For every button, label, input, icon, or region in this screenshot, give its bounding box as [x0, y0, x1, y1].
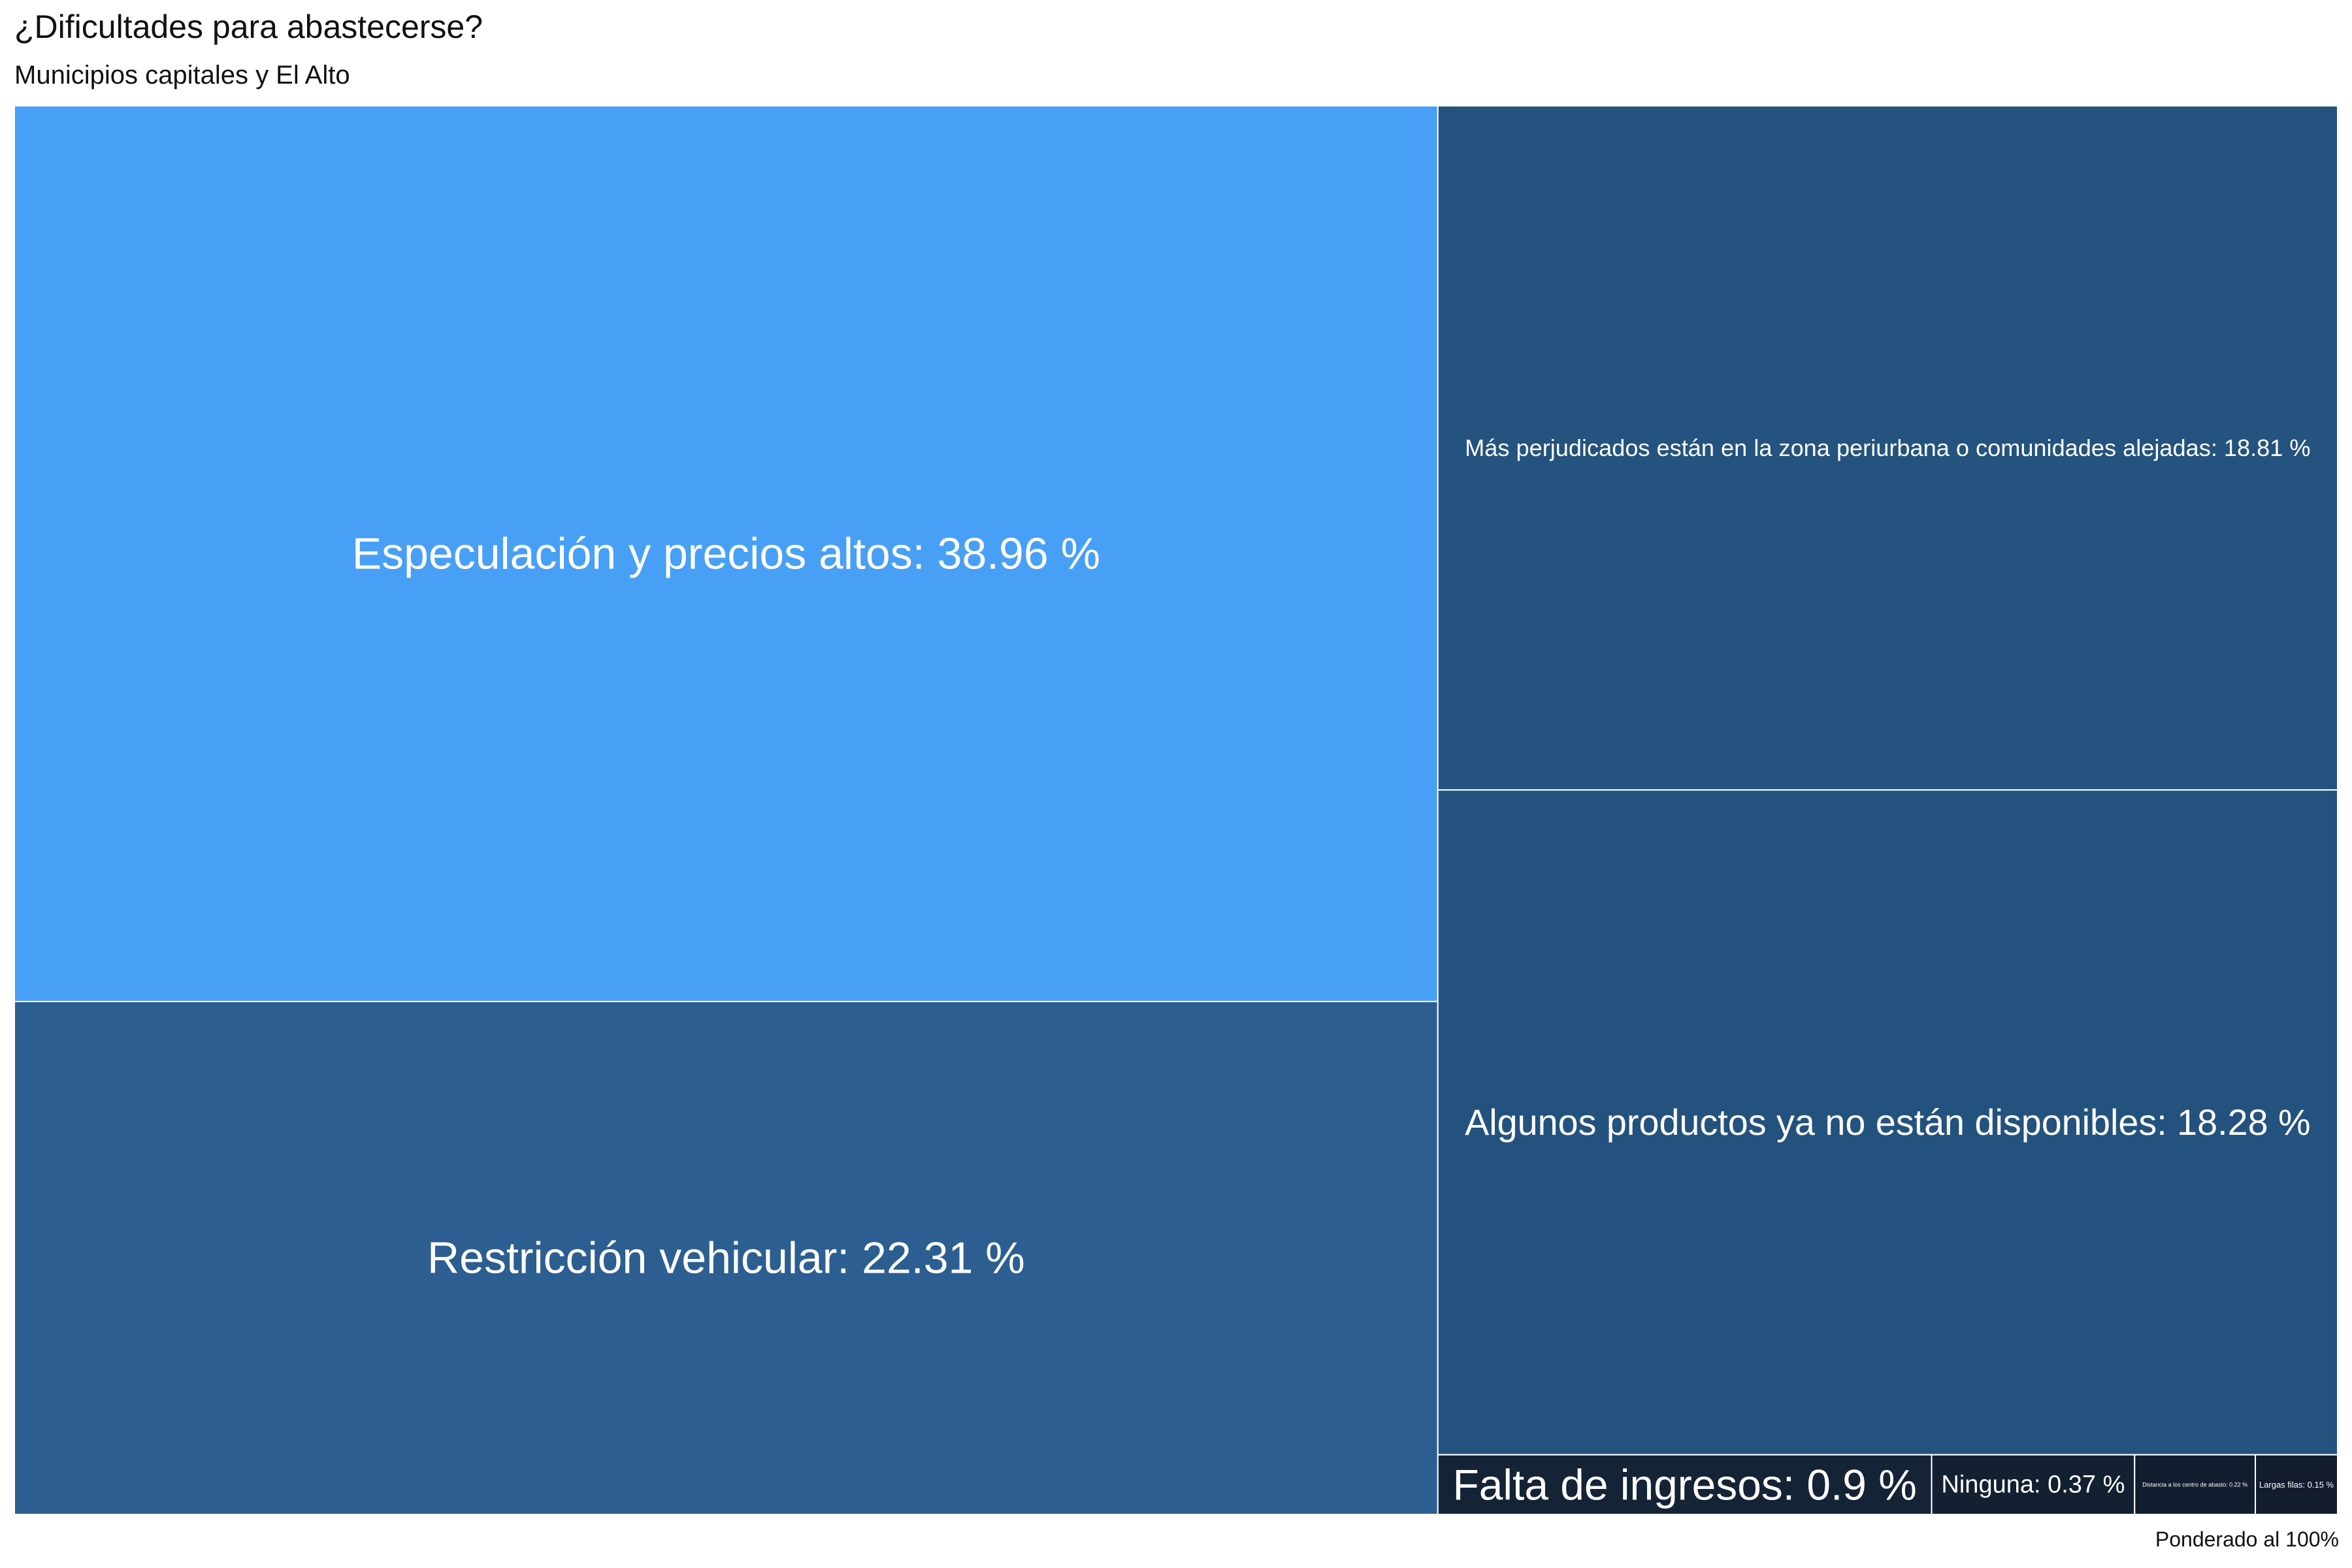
chart-title: ¿Dificultades para abastecerse?: [14, 8, 483, 45]
tile-ninguna: [1931, 1454, 2136, 1515]
tile-label-mas-perjudicados-estan-en-la-zona-periurbana-o-comunidades-alejadas: Más perjudicados están en la zona periur…: [1465, 434, 2310, 461]
tile-label-restriccion-vehicular: Restricción vehicular: 22.31 %: [427, 1233, 1025, 1282]
tile-mas-perjudicados-estan-en-la-zona-periurbana-o-comunidades-alejadas: [1437, 105, 2338, 791]
tile-label-especulacion-y-precios-altos: Especulación y precios altos: 38.96 %: [352, 529, 1100, 578]
tile-label-distancia-a-los-centro-de-abasto: Distancia a los centro de abasto: 0.22 %: [2142, 1481, 2247, 1488]
tile-largas-filas: [2255, 1454, 2338, 1515]
tile-label-ninguna: Ninguna: 0.37 %: [1941, 1471, 2125, 1498]
tile-label-falta-de-ingresos: Falta de ingresos: 0.9 %: [1453, 1460, 1917, 1509]
tile-algunos-productos-ya-no-estan-disponibles: [1437, 789, 2338, 1456]
tile-label-largas-filas: Largas filas: 0.15 %: [2259, 1480, 2334, 1490]
tile-label-algunos-productos-ya-no-estan-disponibles: Algunos productos ya no están disponible…: [1465, 1102, 2310, 1143]
tile-especulacion-y-precios-altos: [14, 105, 1439, 1002]
tile-distancia-a-los-centro-de-abasto: [2134, 1454, 2257, 1515]
tile-falta-de-ingresos: [1437, 1454, 1933, 1515]
tile-restriccion-vehicular: [14, 1000, 1439, 1515]
chart-caption: Ponderado al 100%: [2155, 1527, 2339, 1551]
chart-subtitle: Municipios capitales y El Alto: [14, 61, 350, 90]
